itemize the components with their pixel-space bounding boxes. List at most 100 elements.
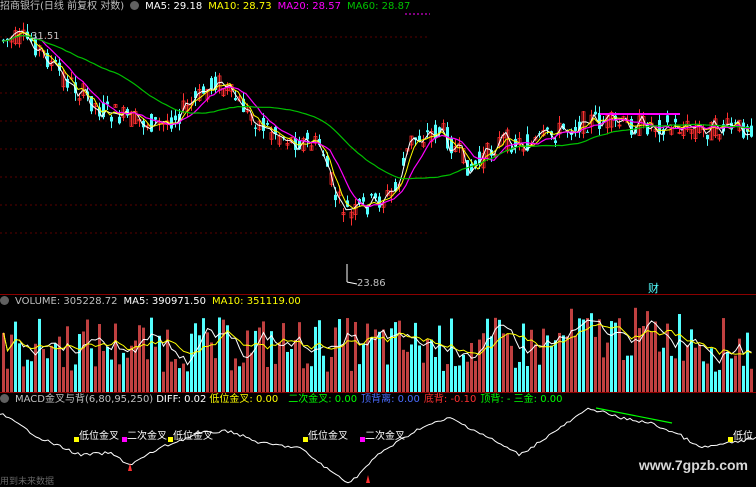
candle-body — [30, 38, 33, 42]
volume-bar — [286, 351, 289, 392]
candle-body — [374, 193, 377, 199]
volume-bar — [550, 345, 553, 392]
volume-ma10-line — [3, 323, 752, 356]
bottom-divergence-label: 底背: -0.10 — [423, 394, 477, 405]
macd-chart[interactable] — [0, 393, 756, 487]
volume-bar — [10, 334, 13, 392]
signal-text: 低位金叉 — [79, 431, 119, 442]
volume-bar — [106, 346, 109, 392]
candle-body — [421, 142, 426, 147]
candle-body — [598, 112, 601, 129]
volume-bar — [586, 318, 589, 392]
candle-body — [133, 111, 138, 124]
volume-bar — [362, 343, 365, 392]
volume-chart[interactable] — [0, 295, 756, 392]
candle-body — [66, 78, 69, 88]
volume-bar — [166, 329, 169, 392]
volume-bar — [478, 339, 481, 392]
volume-bar — [346, 318, 349, 392]
volume-bar — [486, 318, 489, 392]
volume-bar — [110, 359, 113, 392]
candle-body — [274, 127, 277, 134]
volume-bar — [562, 335, 565, 392]
volume-bar — [342, 345, 345, 392]
signal-square-icon — [122, 437, 127, 442]
candle-body — [202, 86, 205, 94]
candle-body — [533, 137, 538, 141]
diff-label: DIFF: 0.02 — [156, 394, 207, 405]
volume-bar — [422, 362, 425, 392]
volume-bar — [210, 342, 213, 392]
candlestick-chart[interactable] — [0, 0, 756, 294]
settings-icon[interactable] — [0, 394, 9, 403]
price-header: 招商银行(日线 前复权 对数) MA5: 29.18 MA10: 28.73 MA20… — [0, 0, 416, 14]
watermark: www.7gpzb.com — [638, 457, 748, 473]
candle-body — [461, 148, 466, 164]
settings-icon[interactable] — [130, 1, 140, 10]
candle-body — [717, 134, 722, 140]
divergence-line — [595, 407, 673, 424]
signal-square-icon — [168, 437, 173, 442]
signal-text: 二次金叉 — [365, 431, 405, 442]
volume-bar — [202, 318, 205, 392]
volume-bar — [22, 366, 25, 392]
volume-bar — [70, 370, 73, 392]
volume-bar — [98, 324, 101, 392]
candle-body — [546, 127, 549, 130]
volume-bar — [330, 356, 333, 392]
volume-bar — [566, 336, 569, 392]
candle-body — [26, 31, 29, 39]
candle-body — [366, 205, 369, 215]
volume-panel[interactable]: VOLUME: 305228.72 MA5: 390971.50 MA10: 351… — [0, 295, 756, 392]
volume-bar — [442, 370, 445, 392]
candle-body — [306, 132, 309, 140]
signal-marker: 低位金叉 — [74, 427, 119, 442]
candle-body — [294, 137, 297, 150]
candle-body — [6, 38, 9, 41]
volume-bar — [466, 361, 469, 392]
volume-bar — [558, 332, 561, 392]
volume-bar — [438, 325, 441, 392]
candle-body — [362, 197, 365, 202]
volume-bar — [190, 333, 193, 392]
candle-body — [554, 140, 557, 143]
volume-bar — [622, 360, 625, 392]
candle-body — [102, 102, 105, 118]
volume-bar — [538, 364, 541, 392]
candle-body — [394, 182, 397, 191]
finance-marker[interactable]: 财 — [648, 282, 659, 295]
volume-bar — [518, 361, 521, 392]
candle-body — [61, 72, 66, 88]
volume-bar — [146, 359, 149, 392]
volume-bar — [234, 358, 237, 392]
volume-bar — [94, 366, 97, 392]
candle-body — [90, 96, 93, 112]
volume-bar — [694, 347, 697, 392]
volume-bar — [238, 366, 241, 392]
volume-bar — [582, 319, 585, 392]
volume-bar — [262, 321, 265, 392]
volume-bar — [398, 320, 401, 392]
volume-bar — [6, 368, 9, 392]
volume-bar — [706, 363, 709, 392]
volume-bar — [638, 328, 641, 392]
volume-bar — [370, 337, 373, 392]
volume-bar — [658, 351, 661, 392]
settings-icon[interactable] — [0, 296, 9, 305]
volume-bar — [266, 366, 269, 392]
candle-body — [674, 118, 677, 123]
candle-body — [706, 134, 709, 140]
volume-bar — [130, 345, 133, 392]
candle-body — [438, 127, 441, 134]
candle-body — [514, 138, 517, 147]
volume-bar — [574, 335, 577, 392]
signal-square-icon — [728, 437, 733, 442]
volume-bar — [430, 339, 433, 392]
candle-body — [602, 121, 605, 123]
volume-bar — [226, 325, 229, 392]
volume-bar — [54, 343, 57, 392]
signal-text: 低位 — [733, 431, 753, 442]
macd-panel[interactable]: MACD金叉与背(6,80,95,250) DIFF: 0.02 低位金叉: 0.0… — [0, 393, 756, 487]
price-panel[interactable]: 招商银行(日线 前复权 对数) MA5: 29.18 MA10: 28.73 MA20… — [0, 0, 756, 295]
ma5-label: MA5: 29.18 — [145, 1, 203, 12]
